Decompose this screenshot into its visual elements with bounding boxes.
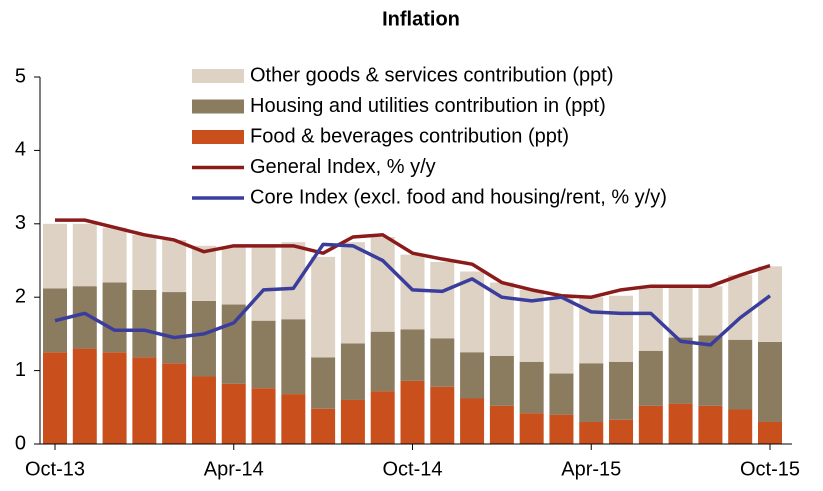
- bar: [251, 245, 276, 321]
- bar: [400, 329, 425, 381]
- legend-label: Housing and utilities contribution in (p…: [250, 95, 606, 117]
- bar: [102, 227, 127, 283]
- legend-swatch: [192, 99, 244, 114]
- bar: [251, 388, 276, 444]
- y-tick-label: 0: [15, 432, 26, 454]
- legend-label: Other goods & services contribution (ppt…: [250, 64, 614, 86]
- bar: [340, 343, 365, 400]
- bar: [221, 247, 246, 305]
- bar: [340, 399, 365, 444]
- bar: [549, 297, 574, 374]
- bar: [609, 419, 634, 444]
- bar: [370, 331, 395, 392]
- bar: [400, 254, 425, 330]
- y-tick-label: 4: [15, 139, 26, 161]
- bar: [728, 275, 753, 340]
- y-tick-label: 1: [15, 359, 26, 381]
- bar: [191, 376, 216, 444]
- bar: [549, 414, 574, 444]
- legend-label: Core Index (excl. food and housing/rent,…: [250, 186, 667, 208]
- bar: [668, 403, 693, 444]
- bar: [519, 361, 544, 414]
- bar: [430, 261, 455, 339]
- bar: [102, 282, 127, 353]
- chart-title: Inflation: [382, 8, 460, 30]
- bar: [430, 386, 455, 444]
- bar: [162, 239, 187, 293]
- bar: [162, 292, 187, 364]
- bar: [340, 242, 365, 344]
- bar: [430, 338, 455, 387]
- bar: [579, 363, 604, 422]
- y-tick-label: 2: [15, 285, 26, 307]
- x-tick-label: Apr-14: [204, 458, 264, 480]
- bar: [251, 320, 276, 389]
- bar: [132, 234, 157, 290]
- bar: [191, 245, 216, 301]
- legend-swatch: [192, 130, 244, 144]
- bar: [698, 405, 723, 444]
- legend-label: Food & beverages contribution (ppt): [250, 125, 569, 147]
- bar: [638, 286, 663, 351]
- legend-label: General Index, % y/y: [250, 156, 436, 178]
- bar: [102, 352, 127, 444]
- bar: [489, 405, 514, 444]
- bar: [43, 223, 67, 289]
- bar: [519, 413, 544, 444]
- bar: [609, 295, 634, 362]
- bar: [728, 339, 753, 410]
- bar: [132, 289, 157, 358]
- bar: [489, 355, 514, 406]
- bar: [638, 350, 663, 406]
- bar: [221, 304, 246, 384]
- bar: [668, 286, 693, 338]
- line: [54, 242, 772, 347]
- bar: [311, 408, 336, 444]
- x-tick-label: Oct-15: [740, 458, 800, 480]
- bar: [72, 348, 97, 444]
- bar: [579, 421, 604, 444]
- bar: [132, 357, 157, 444]
- bar: [370, 237, 395, 332]
- bar: [72, 223, 97, 287]
- bar: [400, 380, 425, 444]
- bar: [698, 286, 723, 336]
- bar: [281, 242, 306, 320]
- bar: [370, 391, 395, 444]
- bar: [43, 352, 67, 444]
- bar: [668, 337, 693, 404]
- bar: [728, 409, 753, 444]
- bar: [489, 282, 514, 356]
- bar: [311, 357, 336, 409]
- x-tick-label: Oct-14: [382, 458, 442, 480]
- bar: [638, 405, 663, 444]
- legend-swatch: [192, 69, 244, 83]
- bar: [311, 256, 336, 358]
- bar: [281, 319, 306, 395]
- bar: [758, 421, 782, 444]
- bar: [609, 361, 634, 420]
- line: [55, 218, 771, 299]
- bar: [221, 383, 246, 444]
- bar: [758, 341, 782, 422]
- bar: [758, 266, 782, 342]
- bar: [460, 352, 485, 399]
- bar: [698, 335, 723, 406]
- bar: [162, 363, 187, 444]
- x-tick-label: Apr-15: [561, 458, 621, 480]
- y-tick-label: 5: [15, 65, 26, 87]
- x-tick-label: Oct-13: [25, 458, 85, 480]
- bar: [281, 394, 306, 444]
- y-tick-label: 3: [15, 212, 26, 234]
- bar: [460, 398, 485, 444]
- bar: [549, 373, 574, 415]
- bar: [191, 300, 216, 377]
